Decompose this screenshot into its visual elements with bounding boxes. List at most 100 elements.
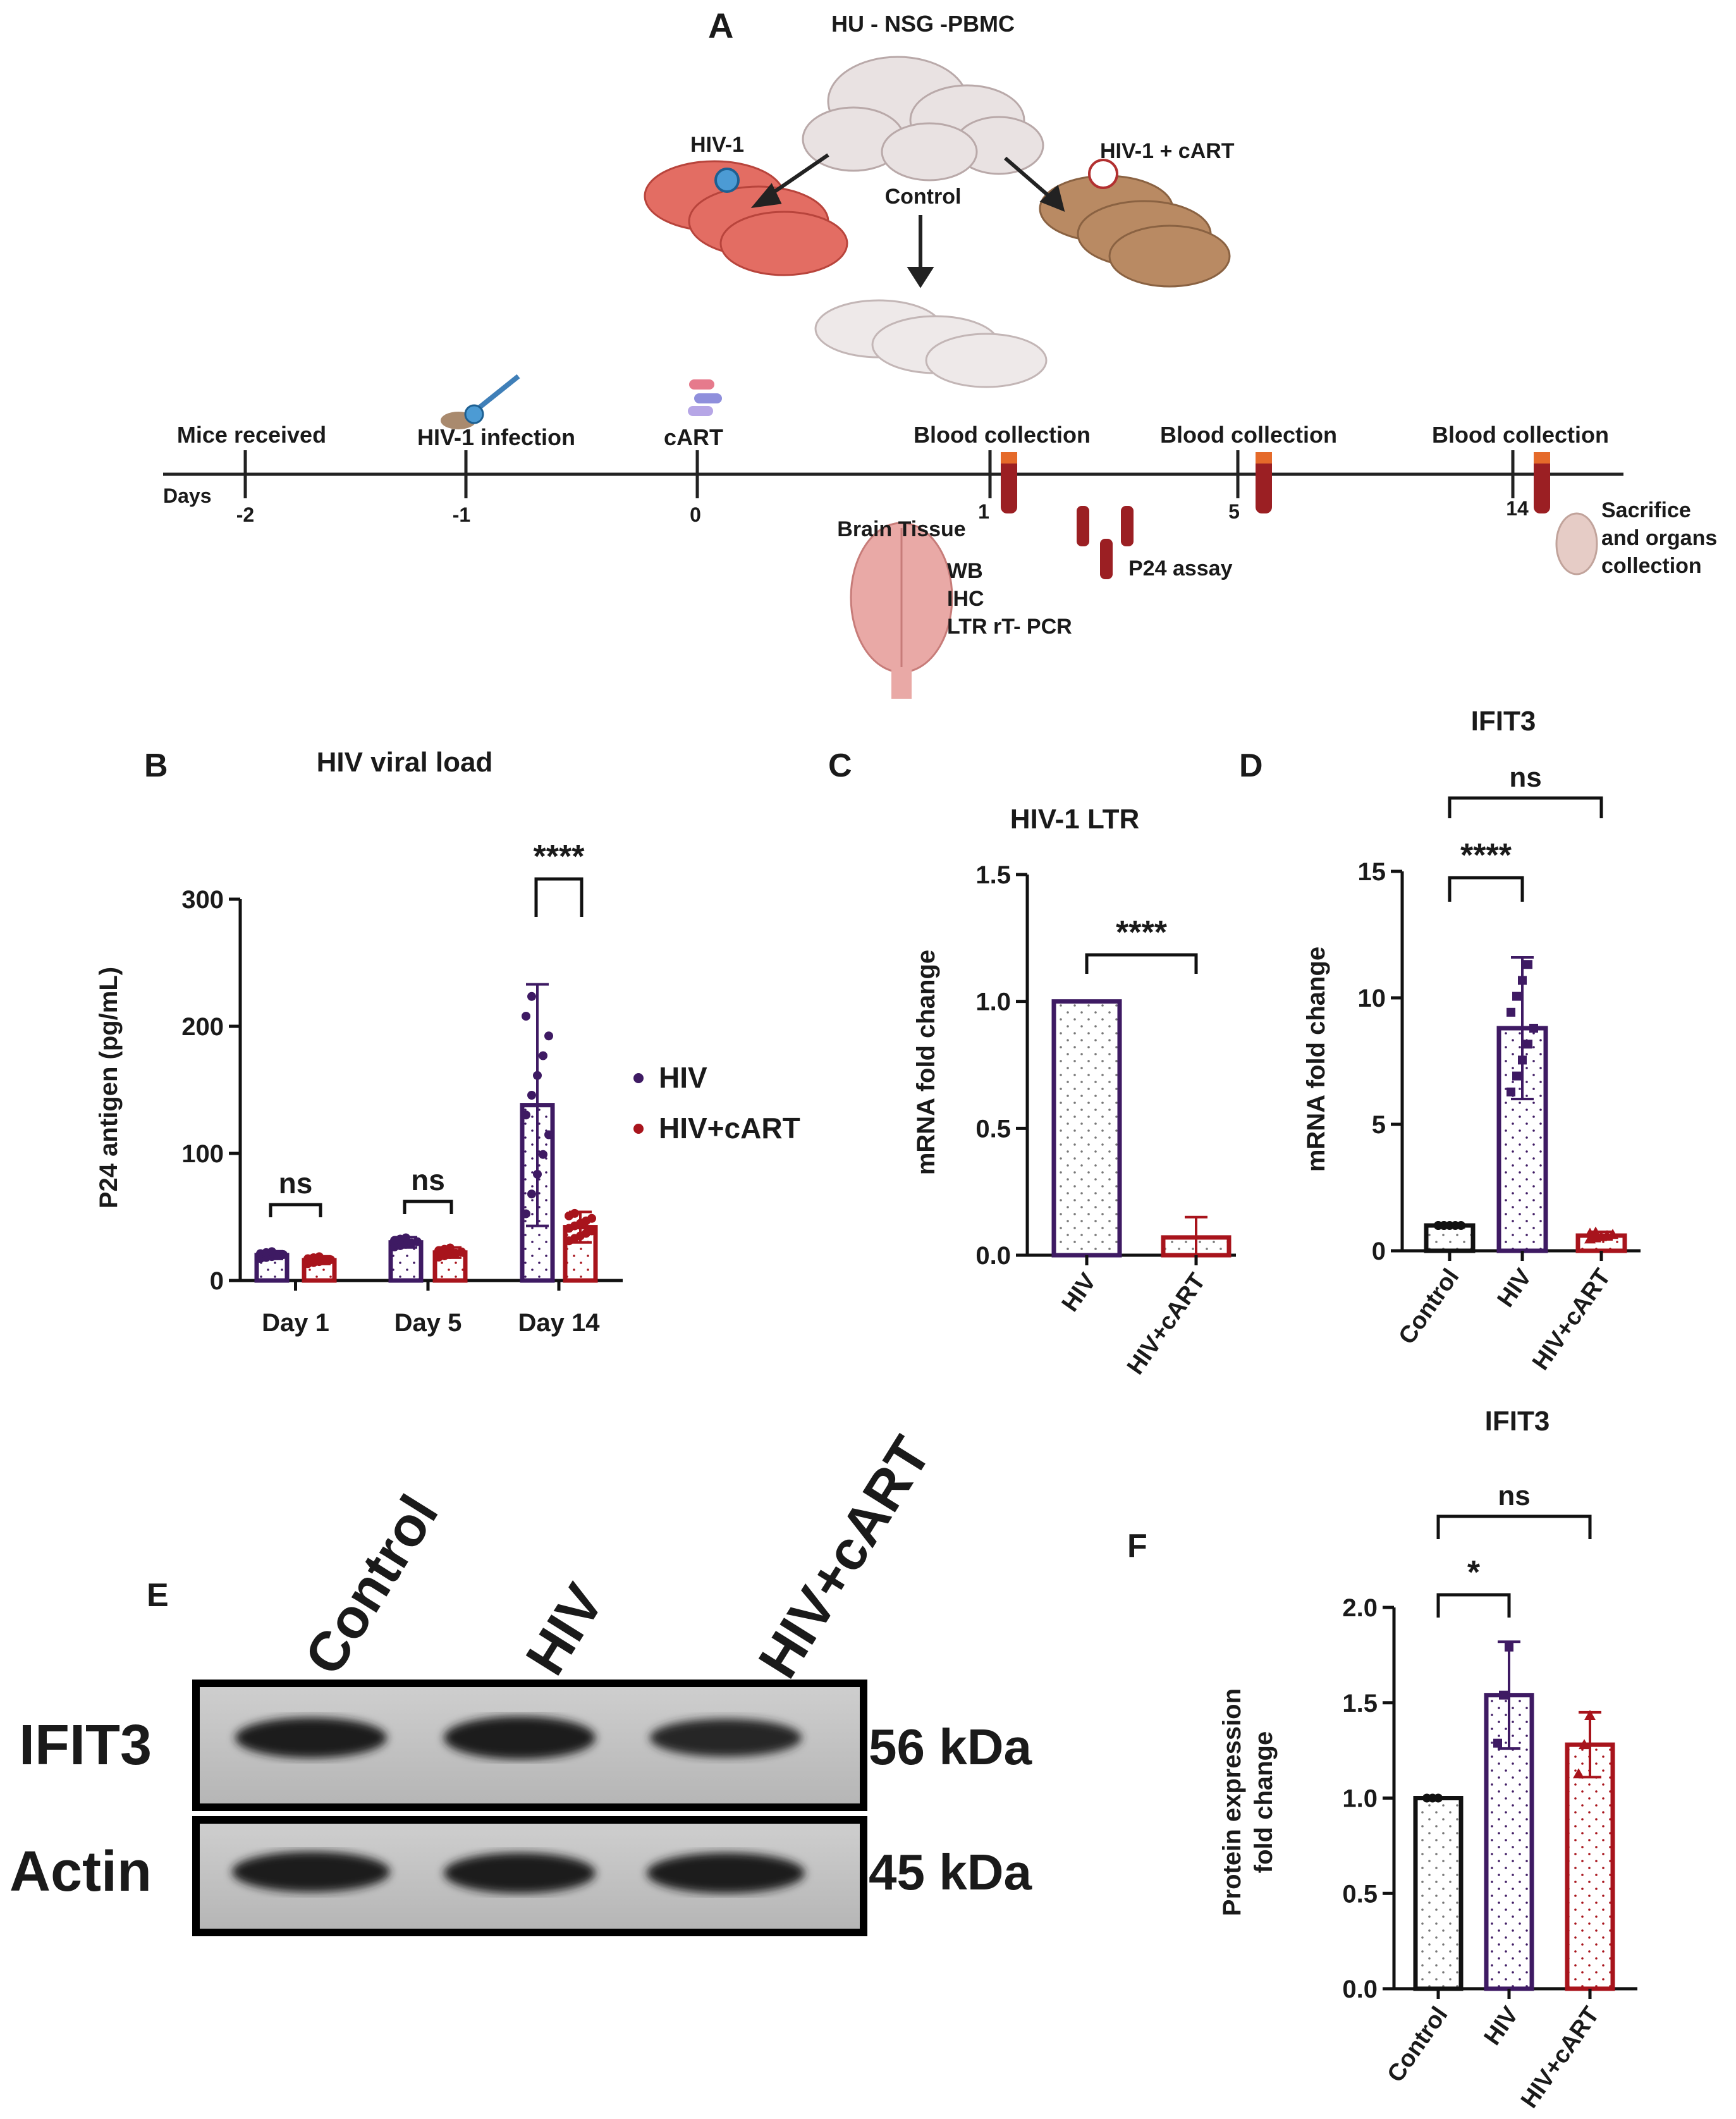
days-label: Days [163, 484, 212, 507]
x-tick-label-D-1: HIV [1493, 1264, 1537, 1313]
chart-c: 0.0 0.5 1.0 1.5 HIV-1 LTR mRNA fold change HIV… [912, 804, 1236, 1380]
sig-label-D-0: **** [1460, 837, 1512, 874]
legend-marker-B-1 [633, 1124, 644, 1134]
panel-e: E Control HIV HIV+cART IFIT3 Actin 56 kD… [9, 1426, 1032, 1936]
row-size-actin: 45 kDa [869, 1844, 1032, 1900]
event-label-0: Mice received [177, 422, 326, 448]
brain-assay-1: IHC [947, 587, 984, 611]
data-point-B-2-1-9 [587, 1213, 596, 1223]
sig-bracket-C-0 [1085, 953, 1198, 974]
panel-letter-c: C [828, 747, 852, 784]
p24-assay-label: P24 assay [1128, 556, 1233, 580]
data-point-B-2-0-5 [522, 1110, 530, 1120]
sig-bracket-F-1 [1436, 1514, 1592, 1539]
sig-label-F-0: * [1467, 1554, 1481, 1591]
data-point-B-1-1-4 [457, 1247, 466, 1256]
data-point-F-2-0 [1573, 1768, 1584, 1779]
data-point-F-2-1 [1579, 1739, 1590, 1750]
data-point-B-2-0-8 [539, 1051, 547, 1060]
data-point-D-1-6 [1512, 992, 1521, 1001]
sig-label-B-0: ns [279, 1167, 313, 1200]
data-point-D-0-4 [1457, 1221, 1465, 1230]
data-point-B-2-0-7 [533, 1071, 542, 1080]
syringe-icon [441, 374, 520, 429]
y-tick-label-D-1: 5 [1372, 1111, 1386, 1139]
x-tick-label-F-2: HIV+cART [1516, 2002, 1605, 2113]
data-point-D-1-8 [1524, 960, 1532, 969]
data-point-B-2-0-3 [539, 1150, 547, 1159]
data-point-B-1-0-4 [413, 1237, 422, 1246]
model-title: HU - NSG -PBMC [831, 11, 1015, 37]
group-control-label: Control [885, 185, 962, 209]
data-point-D-1-2 [1518, 1055, 1527, 1065]
chart-title-F: IFIT3 [1485, 1406, 1550, 1437]
row-label-ifit3: IFIT3 [19, 1714, 152, 1777]
y-tick-label-C-2: 1.0 [975, 988, 1011, 1016]
data-point-B-2-0-4 [544, 1130, 553, 1139]
data-point-F-1-0 [1493, 1738, 1502, 1748]
y-tick-label-C-0: 0.0 [975, 1242, 1011, 1270]
y-tick-label-B-3: 300 [181, 886, 224, 914]
blood-tube-icons [1001, 452, 1550, 579]
data-point-D-1-7 [1518, 976, 1527, 985]
x-tick-label-B-0: Day 1 [262, 1309, 329, 1337]
sig-bracket-B-0 [269, 1203, 322, 1217]
y-tick-label-C-1: 0.5 [975, 1115, 1011, 1143]
data-point-D-1-3 [1524, 1040, 1532, 1049]
data-point-F-0-2 [1434, 1793, 1443, 1803]
mouse-cluster-cart-icon [1039, 175, 1231, 288]
bar-D-1 [1496, 1026, 1548, 1253]
sig-label-D-1: ns [1509, 762, 1541, 793]
sig-bracket-D-0 [1448, 876, 1524, 902]
panel-letter-e: E [147, 1577, 169, 1614]
chart-d: 0 5 10 15 IFIT3 mRNA fold change Control HIVHIV… [1302, 706, 1641, 1375]
data-point-B-2-0-6 [527, 1090, 536, 1100]
brain-assay-2: LTR rT- PCR [947, 615, 1072, 639]
data-point-D-0-6 [1440, 1221, 1448, 1230]
tick-label-0: -2 [236, 503, 254, 526]
data-point-B-0-1-7 [315, 1252, 324, 1262]
sig-bracket-D-1 [1448, 796, 1603, 818]
data-point-F-1-2 [1505, 1642, 1513, 1652]
timeline-ticks [243, 450, 1515, 498]
data-point-F-1-1 [1499, 1690, 1508, 1700]
virus-icon [714, 168, 740, 193]
panel-letter-b: B [144, 747, 168, 784]
sacrifice-mouse-icon [1555, 512, 1598, 575]
sig-label-B-2: **** [534, 838, 585, 875]
x-tick-label-C-0: HIV [1057, 1268, 1102, 1317]
event-label-5: Blood collection [1432, 422, 1609, 448]
event-label-1: HIV-1 infection [417, 424, 575, 450]
data-point-D-1-5 [1507, 1007, 1515, 1017]
bands-ifit3 [235, 1716, 802, 1759]
event-label-4: Blood collection [1160, 422, 1337, 448]
y-tick-label-F-0: 0.0 [1342, 1975, 1378, 2003]
row-size-ifit3: 56 kDa [869, 1719, 1032, 1775]
tick-label-3: 1 [978, 500, 989, 523]
data-point-B-0-1-4 [326, 1255, 335, 1265]
y-tick-label-D-2: 10 [1358, 985, 1386, 1012]
brain-title: Brain Tissue [837, 517, 965, 541]
x-tick-label-B-2: Day 14 [518, 1309, 601, 1337]
y-axis-label-F-1: fold change [1250, 1731, 1278, 1873]
tick-label-5: 14 [1506, 497, 1529, 520]
virus-pill-icon [1088, 159, 1118, 189]
sacrifice-label-0: Sacrifice [1601, 498, 1691, 522]
sig-bracket-B-2 [534, 877, 584, 917]
x-tick-label-F-0: Control [1382, 2002, 1453, 2087]
sig-label-C-0: **** [1116, 914, 1168, 951]
data-point-B-2-0-9 [544, 1031, 553, 1041]
data-point-D-1-1 [1512, 1071, 1521, 1081]
y-tick-label-F-1: 0.5 [1342, 1880, 1378, 1908]
mouse-cluster-hiv-icon [644, 160, 848, 276]
event-label-3: Blood collection [914, 422, 1091, 448]
y-tick-label-B-0: 0 [210, 1267, 224, 1295]
tick-label-1: -1 [453, 503, 470, 526]
x-tick-label-B-1: Day 5 [394, 1309, 462, 1337]
sig-bracket-B-1 [403, 1200, 453, 1214]
y-tick-label-D-3: 15 [1358, 858, 1386, 886]
mouse-cluster-top-icon [802, 56, 1044, 181]
y-tick-label-D-0: 0 [1372, 1238, 1386, 1265]
legend-marker-B-0 [633, 1073, 644, 1083]
